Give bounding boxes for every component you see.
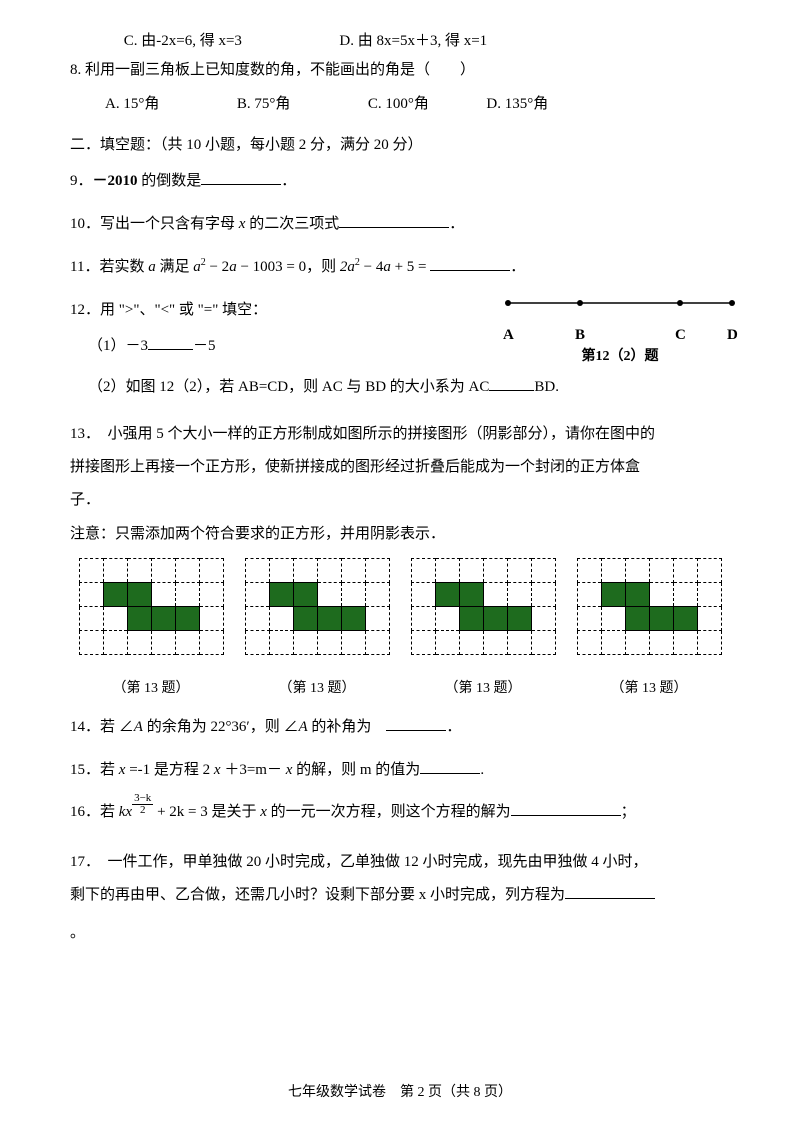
q11-mid1: 满足 bbox=[156, 259, 194, 275]
q7-opt-c: C. 由-2x=6, 得 x=3 bbox=[124, 33, 242, 49]
q17-blank[interactable] bbox=[565, 884, 655, 899]
q13-caption: （第 13 题） bbox=[402, 674, 564, 705]
q15: 15．若 x =-1 是方程 2 x ＋3=m－ x 的解，则 m 的值为. bbox=[70, 759, 730, 782]
q14-a1: A bbox=[134, 719, 143, 735]
q13-note: 注意：只需添加两个符合要求的正方形，并用阴影表示． bbox=[70, 523, 730, 546]
q13-figure: （第 13 题） bbox=[70, 558, 232, 705]
q8-text: 8. 利用一副三角板上已知度数的角，不能画出的角是（ ） bbox=[70, 59, 730, 82]
q8-opt-a: A. 15°角 bbox=[105, 96, 159, 112]
q14-mid: 的余角为 22°36′，则 ∠ bbox=[143, 719, 299, 735]
q13-figures-row: （第 13 题）（第 13 题）（第 13 题）（第 13 题） bbox=[70, 558, 730, 705]
q15-mid2: ＋3=m－ bbox=[221, 762, 286, 778]
q14-tail: ． bbox=[446, 719, 461, 735]
q13-l1: 13． 小强用 5 个大小一样的正方形制成如图所示的拼接图形（阴影部分），请你在… bbox=[70, 418, 730, 451]
q16-kx: kx bbox=[119, 804, 132, 820]
q16-post: 的一元一次方程，则这个方程的解为 bbox=[267, 804, 511, 820]
q9-blank[interactable] bbox=[201, 170, 281, 185]
q11: 11．若实数 a 满足 a2 − 2a − 1003 = 0，则 2a2 − 4… bbox=[70, 255, 730, 279]
q13-l3: 子． bbox=[70, 484, 730, 517]
q12-sub2-post: BD. bbox=[534, 379, 559, 395]
q12-sub1-pre: （1）－3 bbox=[88, 338, 148, 354]
q11-tail: ． bbox=[510, 259, 525, 275]
q11-mid2: ，则 bbox=[306, 259, 340, 275]
q10-blank[interactable] bbox=[339, 213, 449, 228]
q16: 16．若 kx3−k2 + 2k = 3 是关于 x 的一元一次方程，则这个方程… bbox=[70, 801, 730, 825]
q12-caption: 第12（2）题 bbox=[500, 346, 740, 367]
q10-tail: ． bbox=[449, 216, 464, 232]
q11-e1b: − 2 bbox=[206, 259, 229, 275]
q14-pre: 14．若 ∠ bbox=[70, 719, 134, 735]
q16-mid: + 2k = 3 是关于 bbox=[153, 804, 260, 820]
q10-pre: 10．写出一个只含有字母 bbox=[70, 216, 239, 232]
q10: 10．写出一个只含有字母 x 的二次三项式． bbox=[70, 213, 730, 236]
q15-mid1: =-1 是方程 2 bbox=[125, 762, 213, 778]
q17-period: 。 bbox=[70, 922, 730, 945]
q16-frac-den: 2 bbox=[132, 805, 153, 816]
q13: 13． 小强用 5 个大小一样的正方形制成如图所示的拼接图形（阴影部分），请你在… bbox=[70, 418, 730, 704]
q7-opt-d: D. 由 8x=5x＋3, 得 x=1 bbox=[339, 33, 487, 49]
q9: 9．－2010 的倒数是 ． bbox=[70, 170, 730, 193]
q11-e2c: a bbox=[383, 259, 391, 275]
q11-e1c: a bbox=[229, 259, 237, 275]
q13-figure: （第 13 题） bbox=[402, 558, 564, 705]
q12-sub2: （2）如图 12（2），若 AB=CD，则 AC 与 BD 的大小系为 AC BD… bbox=[70, 376, 730, 399]
q14-post: 的补角为 bbox=[308, 719, 387, 735]
q11-e1a: a bbox=[193, 259, 201, 275]
q14-a2: A bbox=[298, 719, 307, 735]
line-segment-icon bbox=[500, 293, 740, 323]
q11-e2d: + 5 = bbox=[391, 259, 430, 275]
q15-blank[interactable] bbox=[420, 759, 480, 774]
q15-pre: 15．若 bbox=[70, 762, 119, 778]
q10-post: 的二次三项式 bbox=[245, 216, 339, 232]
q15-post: 的解，则 m 的值为 bbox=[292, 762, 420, 778]
q8-opt-c: C. 100°角 bbox=[368, 96, 429, 112]
q8-opt-d: D. 135°角 bbox=[486, 96, 548, 112]
q16-tail: ； bbox=[621, 804, 636, 820]
q12-diagram: A B C D 第12（2）题 bbox=[500, 293, 740, 368]
q12-label-a: A bbox=[503, 324, 514, 347]
q12-sub2-pre: （2）如图 12（2），若 AB=CD，则 AC 与 BD 的大小系为 AC bbox=[88, 379, 489, 395]
section-2-header: 二．填空题：（共 10 小题，每小题 2 分，满分 20 分） bbox=[70, 134, 730, 157]
q13-caption: （第 13 题） bbox=[568, 674, 730, 705]
q12-sub1-post: －5 bbox=[193, 338, 216, 354]
q12-label-c: C bbox=[675, 324, 686, 347]
q8-opt-b: B. 75°角 bbox=[237, 96, 291, 112]
q12-label-b: B bbox=[575, 324, 585, 347]
q9-bold: －2010 bbox=[93, 173, 138, 189]
q17: 17． 一件工作，甲单独做 20 小时完成，乙单独做 12 小时完成，现先由甲独… bbox=[70, 846, 730, 912]
q16-x: x bbox=[260, 804, 267, 820]
q16-frac-num: 3−k bbox=[132, 793, 153, 805]
q7-options-row: C. 由-2x=6, 得 x=3 D. 由 8x=5x＋3, 得 x=1 bbox=[70, 30, 730, 53]
q13-figure: （第 13 题） bbox=[568, 558, 730, 705]
q13-l2: 拼接图形上再接一个正方形，使新拼接成的图形经过折叠后能成为一个封闭的正方体盒 bbox=[70, 451, 730, 484]
q14: 14．若 ∠A 的余角为 22°36′，则 ∠A 的补角为 ． bbox=[70, 716, 730, 739]
q11-pre: 11．若实数 bbox=[70, 259, 148, 275]
q11-e2a: 2a bbox=[340, 259, 355, 275]
q11-e1d: − 1003 = 0 bbox=[237, 259, 306, 275]
q13-caption: （第 13 题） bbox=[70, 674, 232, 705]
q12-sub2-blank[interactable] bbox=[489, 376, 534, 391]
q16-blank[interactable] bbox=[511, 801, 621, 816]
q12-label-d: D bbox=[727, 324, 738, 347]
q14-blank[interactable] bbox=[386, 716, 446, 731]
q11-e2b: − 4 bbox=[360, 259, 383, 275]
q17-l1: 17． 一件工作，甲单独做 20 小时完成，乙单独做 12 小时完成，现先由甲独… bbox=[70, 846, 730, 879]
q16-pre: 16．若 bbox=[70, 804, 119, 820]
page-footer: 七年级数学试卷 第 2 页（共 8 页） bbox=[0, 1082, 800, 1103]
q15-x2: x bbox=[214, 762, 221, 778]
q11-var: a bbox=[148, 259, 156, 275]
q13-caption: （第 13 题） bbox=[236, 674, 398, 705]
q9-pre: 9． bbox=[70, 173, 93, 189]
q9-tail: ． bbox=[281, 173, 296, 189]
q17-l2-wrap: 剩下的再由甲、乙合做，还需几小时？设剩下部分要 x 小时完成，列方程为 bbox=[70, 879, 730, 912]
q12-sub1-blank[interactable] bbox=[148, 335, 193, 350]
q17-l2: 剩下的再由甲、乙合做，还需几小时？设剩下部分要 x 小时完成，列方程为 bbox=[70, 887, 565, 903]
q13-figure: （第 13 题） bbox=[236, 558, 398, 705]
q8-options: A. 15°角 B. 75°角 C. 100°角 D. 135°角 bbox=[70, 93, 730, 116]
q15-tail: . bbox=[480, 762, 484, 778]
q12: 12．用 ">"、"<" 或 "=" 填空： A B C D 第12（2）题 （… bbox=[70, 299, 730, 399]
q11-blank[interactable] bbox=[430, 256, 510, 271]
q9-post: 的倒数是 bbox=[138, 173, 202, 189]
